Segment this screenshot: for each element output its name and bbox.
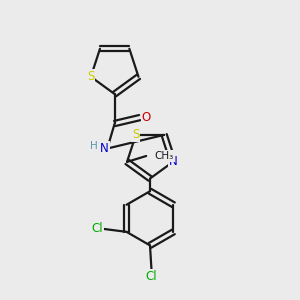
Text: Cl: Cl (146, 269, 157, 283)
Text: N: N (100, 142, 109, 155)
Text: H: H (90, 141, 98, 151)
Text: CH₃: CH₃ (154, 151, 174, 161)
Text: S: S (87, 70, 94, 83)
Text: N: N (169, 155, 177, 168)
Text: O: O (142, 111, 151, 124)
Text: S: S (132, 128, 140, 141)
Text: Cl: Cl (91, 222, 103, 236)
